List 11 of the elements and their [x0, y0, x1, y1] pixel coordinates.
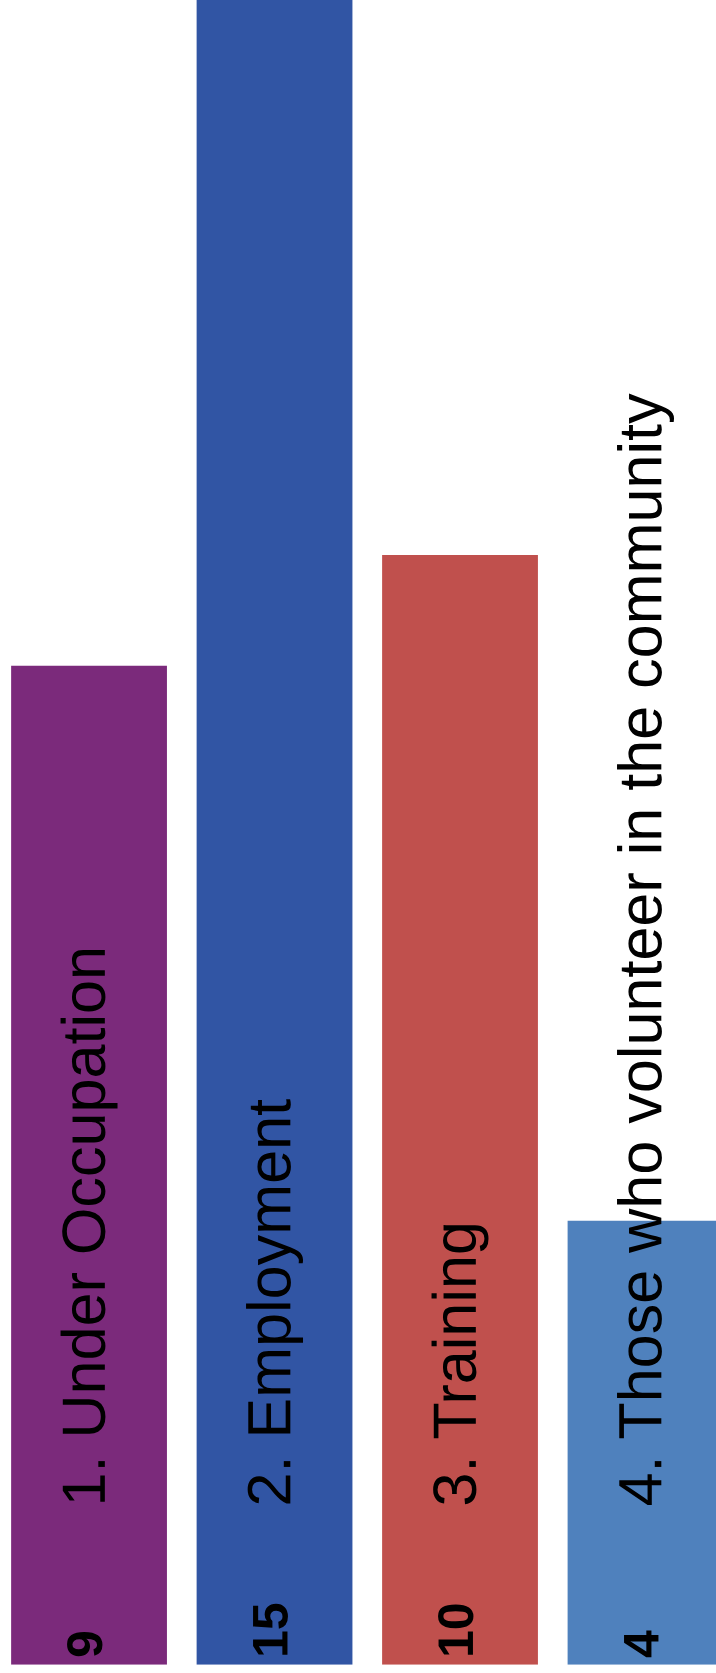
x-tick-label: 3. Training: [431, 1225, 489, 1505]
bar: [196, 0, 353, 1665]
x-tick-label: 2. Employment: [246, 1099, 304, 1504]
x-tick-label: 1. Under Occupation: [60, 949, 118, 1502]
bar: [382, 554, 538, 1665]
data-label: 4: [624, 1630, 659, 1658]
data-label: 15: [253, 1603, 288, 1655]
data-label: 10: [438, 1604, 474, 1655]
bar: [11, 665, 167, 1665]
x-tick-label: 4. Those who volunteer in the community: [617, 393, 674, 1506]
data-label: 9: [67, 1632, 103, 1657]
